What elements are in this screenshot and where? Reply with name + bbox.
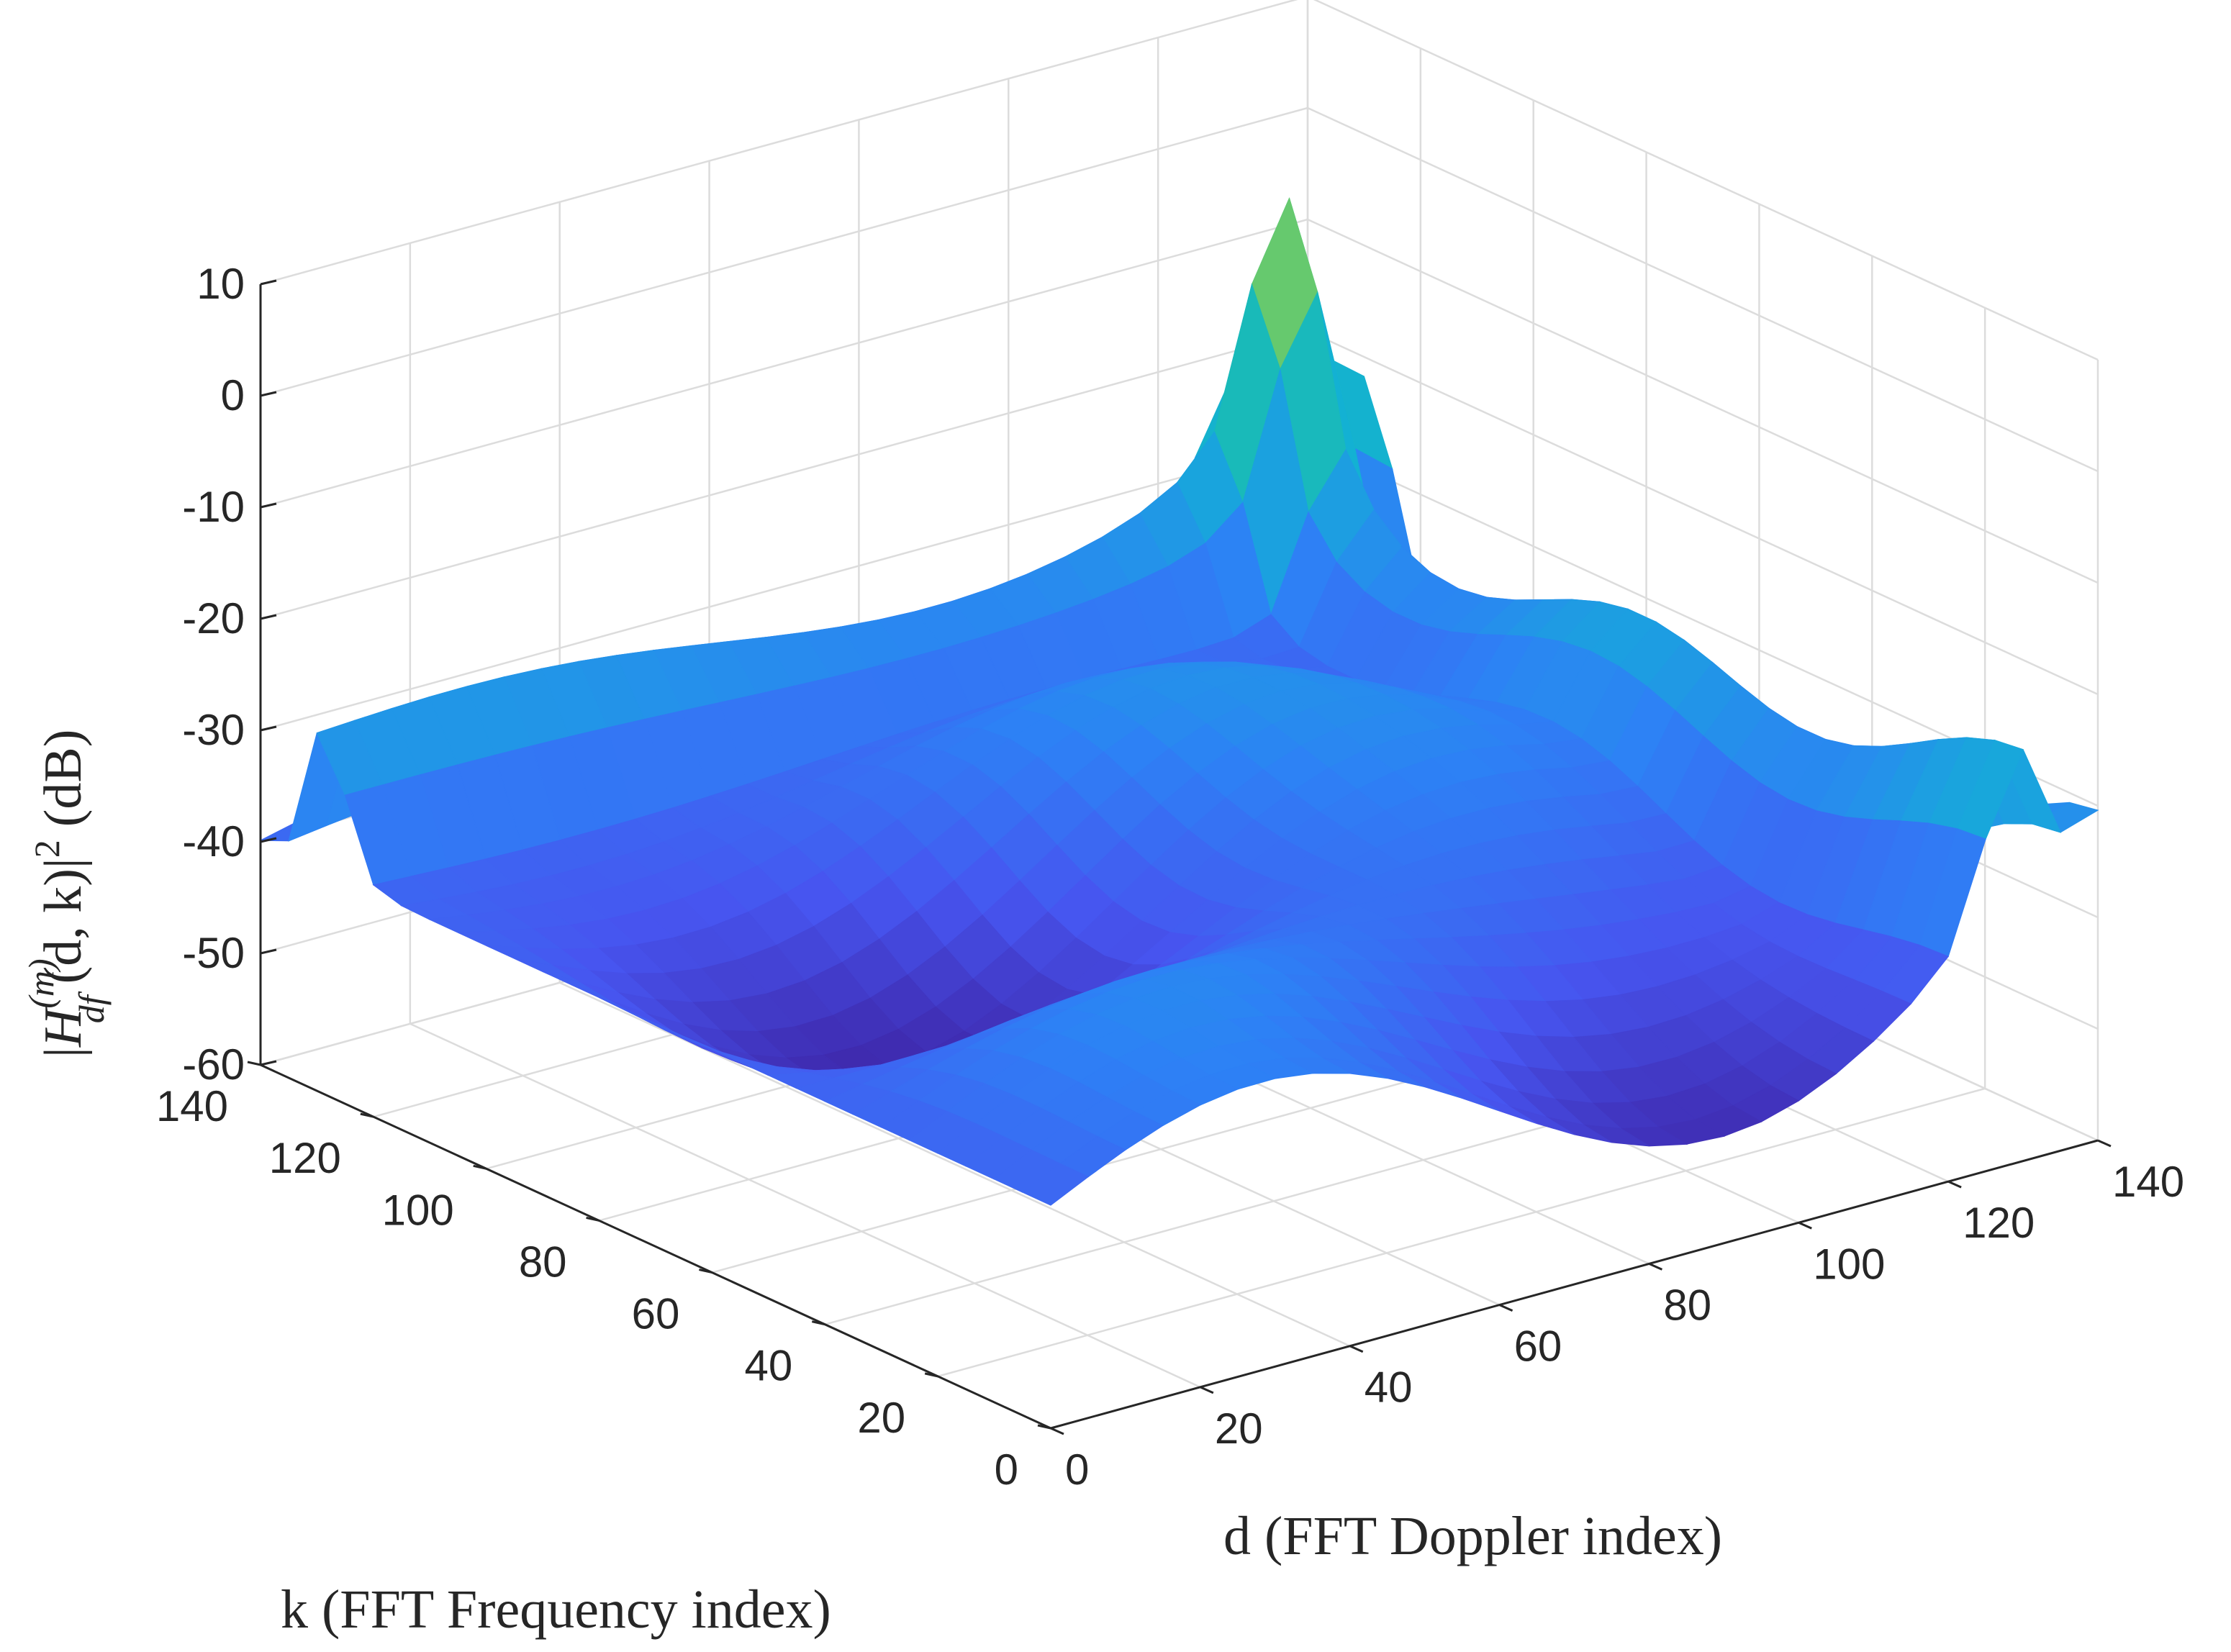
d-tick-label: 0 <box>1065 1446 1089 1494</box>
k-tick-mark <box>699 1268 712 1274</box>
z-tick-label: -20 <box>182 594 245 643</box>
k-tick-mark <box>811 1320 825 1326</box>
k-tick-label: 20 <box>857 1394 905 1442</box>
d-tick-mark <box>1498 1304 1513 1312</box>
surface-patch <box>1021 1163 1090 1206</box>
grid-line <box>1307 330 2099 696</box>
surface <box>260 196 2099 1206</box>
d-tick-mark <box>1648 1263 1663 1271</box>
d-tick-label: 80 <box>1663 1281 1711 1329</box>
grid-line <box>260 218 1308 509</box>
d-tick-mark <box>1050 1427 1064 1435</box>
d-tick-label: 120 <box>1963 1199 2035 1247</box>
grid-line <box>937 1087 1986 1378</box>
z-tick-mark <box>260 948 277 955</box>
z-axis-label: |H(m)df(d, k)|2(dB) <box>21 730 112 1058</box>
z-tick-label: 0 <box>221 371 245 419</box>
z-tick-label: -50 <box>182 929 245 977</box>
d-tick-label: 60 <box>1514 1322 1562 1371</box>
z-tick-mark <box>260 502 277 509</box>
grid-line <box>1313 0 2099 361</box>
z-tick-label: -60 <box>182 1040 245 1089</box>
grid-line <box>1307 106 2099 473</box>
k-tick-label: 140 <box>156 1082 228 1130</box>
d-tick-label: 140 <box>2112 1158 2184 1206</box>
y-axis-label: k (FFT Frequency index) <box>281 1579 831 1640</box>
grid-line <box>260 0 1298 286</box>
k-tick-label: 80 <box>519 1238 567 1286</box>
d-tick-mark <box>1798 1221 1812 1230</box>
d-tick-label: 100 <box>1813 1240 1885 1288</box>
k-tick-mark <box>924 1372 938 1378</box>
tick-labels: 020406080100120140020406080100120140-60-… <box>156 260 2184 1494</box>
x-axis-label: d (FFT Doppler index) <box>1223 1506 1722 1566</box>
k-tick-mark <box>1037 1424 1051 1430</box>
d-tick-label: 40 <box>1365 1363 1413 1412</box>
z-tick-mark <box>260 391 277 397</box>
z-tick-label: 10 <box>196 260 245 308</box>
k-tick-label: 40 <box>745 1342 793 1390</box>
z-tick-label: -30 <box>182 706 245 754</box>
grid-line <box>260 441 1308 732</box>
k-tick-label: 60 <box>632 1290 680 1338</box>
grid-line <box>260 330 1308 620</box>
d-axis-line <box>1050 1139 2099 1430</box>
grid-line <box>409 1022 1201 1388</box>
k-tick-mark <box>586 1216 599 1222</box>
z-tick-mark <box>260 614 277 620</box>
grid-line <box>260 106 1308 397</box>
k-tick-label: 120 <box>269 1134 341 1182</box>
z-tick-mark <box>260 837 277 843</box>
d-tick-mark <box>1947 1180 1962 1189</box>
grid-line <box>1307 218 2099 584</box>
k-axis-line <box>260 1063 1051 1430</box>
k-tick-mark <box>247 1061 261 1066</box>
z-tick-mark <box>260 279 277 286</box>
k-tick-label: 0 <box>995 1446 1018 1494</box>
k-tick-label: 100 <box>382 1186 454 1234</box>
k-tick-mark <box>473 1164 487 1170</box>
d-tick-mark <box>2097 1139 2112 1148</box>
svg-text:|H(m)df(d, k)|2(dB): |H(m)df(d, k)|2(dB) <box>21 730 112 1058</box>
z-tick-mark <box>260 725 277 732</box>
k-tick-mark <box>360 1112 374 1118</box>
z-tick-mark <box>260 1060 277 1066</box>
d-tick-label: 20 <box>1215 1404 1263 1453</box>
d-tick-mark <box>1200 1386 1214 1394</box>
d-tick-mark <box>1349 1345 1364 1353</box>
z-tick-label: -40 <box>182 817 245 866</box>
z-tick-label: -10 <box>182 483 245 531</box>
axes <box>247 279 2112 1435</box>
